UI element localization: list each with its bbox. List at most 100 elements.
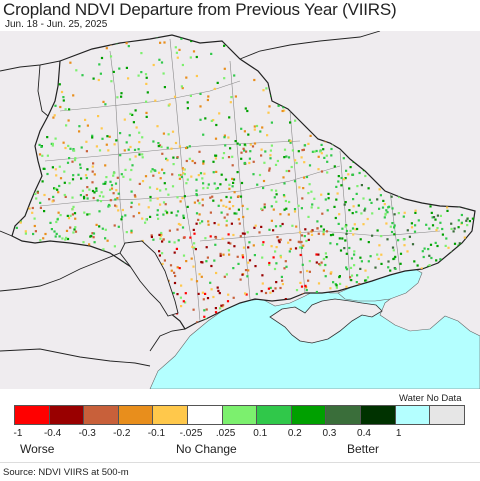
- ndvi-pixel: [81, 74, 84, 77]
- ndvi-pixel: [121, 215, 124, 218]
- ndvi-pixel: [83, 211, 86, 214]
- ndvi-pixel: [201, 204, 204, 207]
- ndvi-pixel: [232, 233, 235, 237]
- ndvi-pixel: [160, 231, 163, 235]
- ndvi-pixel: [112, 192, 115, 195]
- ndvi-pixel: [385, 209, 388, 212]
- ndvi-pixel: [24, 232, 27, 235]
- ndvi-pixel: [337, 175, 340, 178]
- ndvi-pixel: [417, 219, 420, 222]
- ndvi-pixel: [291, 149, 294, 152]
- ndvi-pixel: [284, 298, 287, 301]
- ndvi-pixel: [429, 243, 433, 246]
- ndvi-pixel: [104, 228, 107, 231]
- legend-swatch: [256, 405, 292, 425]
- ndvi-pixel: [62, 141, 65, 144]
- ndvi-pixel: [281, 222, 284, 226]
- ndvi-pixel: [193, 232, 196, 235]
- ndvi-pixel: [195, 189, 198, 192]
- ndvi-pixel: [195, 212, 199, 215]
- ndvi-pixel: [268, 261, 271, 265]
- ndvi-pixel: [283, 156, 286, 159]
- ndvi-pixel: [269, 291, 272, 294]
- ndvi-pixel: [166, 146, 169, 149]
- ndvi-pixel: [217, 204, 220, 207]
- ndvi-pixel: [345, 224, 348, 227]
- ndvi-pixel: [46, 172, 49, 176]
- ndvi-pixel: [298, 246, 302, 249]
- ndvi-pixel: [239, 195, 243, 198]
- ndvi-pixel: [33, 217, 36, 220]
- ndvi-pixel: [339, 282, 342, 285]
- crimea: [269, 298, 383, 344]
- ndvi-pixel: [369, 255, 372, 258]
- ndvi-pixel: [141, 180, 145, 183]
- ndvi-pixel: [123, 149, 126, 152]
- ndvi-pixel: [203, 172, 206, 175]
- ndvi-pixel: [171, 173, 174, 176]
- ndvi-pixel: [349, 266, 353, 269]
- ndvi-pixel: [394, 255, 397, 258]
- ndvi-pixel: [269, 157, 272, 160]
- ndvi-pixel: [174, 141, 178, 145]
- ndvi-pixel: [264, 291, 268, 295]
- ndvi-pixel: [162, 132, 165, 135]
- oblast-border: [44, 140, 301, 162]
- ndvi-pixel: [159, 237, 162, 240]
- ndvi-pixel: [406, 229, 409, 232]
- ndvi-pixel: [414, 211, 417, 214]
- ndvi-pixel: [307, 232, 310, 235]
- ndvi-pixel: [288, 250, 291, 253]
- ndvi-pixel: [231, 164, 234, 167]
- ndvi-pixel: [137, 148, 140, 151]
- ndvi-pixel: [259, 130, 262, 133]
- ndvi-pixel: [323, 156, 326, 159]
- ndvi-pixel: [88, 213, 91, 216]
- ndvi-pixel: [268, 228, 271, 231]
- ndvi-pixel: [181, 167, 184, 170]
- ndvi-pixel: [429, 205, 432, 208]
- ndvi-pixel: [39, 206, 42, 209]
- ndvi-pixel: [356, 274, 359, 277]
- ndvi-pixel: [162, 72, 165, 75]
- ndvi-pixel: [118, 67, 121, 70]
- ndvi-pixel: [31, 211, 34, 214]
- ndvi-pixel: [320, 261, 323, 264]
- ndvi-pixel: [389, 225, 392, 228]
- ndvi-pixel: [202, 162, 205, 165]
- ndvi-pixel: [217, 223, 220, 226]
- ndvi-pixel: [74, 226, 77, 229]
- ndvi-pixel: [145, 82, 148, 85]
- ndvi-pixel: [326, 160, 329, 163]
- ndvi-pixel: [289, 247, 292, 250]
- ndvi-pixel: [99, 72, 102, 75]
- ndvi-pixel: [394, 267, 397, 270]
- ndvi-pixel: [338, 213, 341, 216]
- ndvi-pixel: [354, 228, 357, 231]
- water-no-data-label: Water No Data: [399, 393, 462, 404]
- ndvi-pixel: [356, 227, 359, 231]
- ndvi-pixel: [227, 156, 231, 159]
- ndvi-pixel: [268, 105, 271, 108]
- ndvi-pixel: [72, 174, 75, 177]
- ndvi-pixel: [107, 203, 111, 207]
- ndvi-pixel: [49, 221, 52, 224]
- ndvi-pixel: [267, 287, 270, 290]
- ndvi-pixel: [238, 143, 241, 146]
- ndvi-pixel: [291, 224, 294, 227]
- ndvi-pixel: [223, 77, 226, 80]
- ndvi-pixel: [222, 253, 225, 256]
- ndvi-pixel: [176, 196, 179, 199]
- ndvi-pixel: [192, 265, 195, 268]
- ndvi-pixel: [317, 282, 321, 285]
- ndvi-pixel: [382, 199, 385, 202]
- ndvi-pixel: [340, 184, 343, 187]
- ndvi-pixel: [175, 214, 178, 217]
- ndvi-pixel: [444, 244, 447, 247]
- ndvi-pixel: [51, 200, 54, 203]
- ndvi-pixel: [297, 204, 300, 207]
- ndvi-pixel: [232, 267, 235, 270]
- ndvi-pixel: [181, 197, 184, 200]
- ndvi-pixel: [256, 183, 259, 186]
- ndvi-pixel: [260, 225, 263, 228]
